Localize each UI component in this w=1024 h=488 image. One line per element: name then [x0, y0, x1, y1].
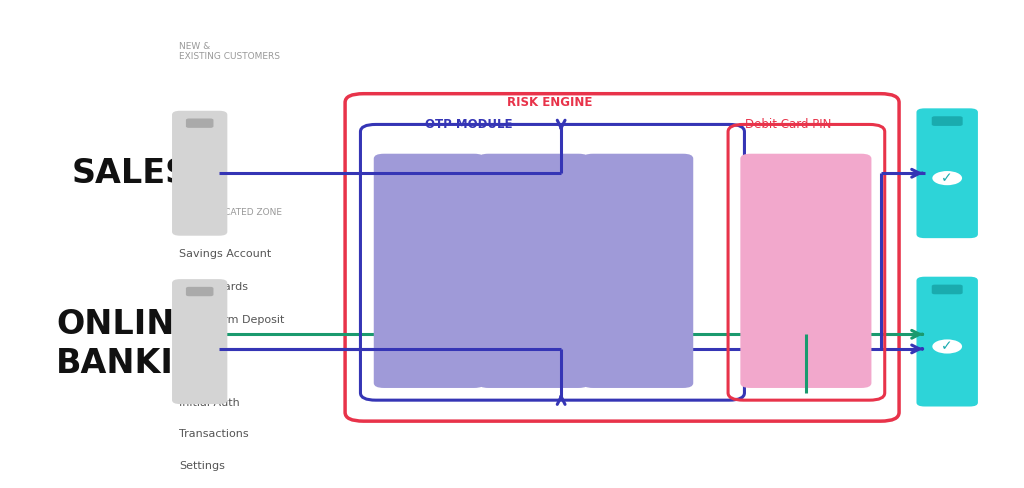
Text: NEW &
EXISTING CUSTOMERS: NEW & EXISTING CUSTOMERS [179, 41, 281, 61]
Text: RISK ENGINE: RISK ENGINE [507, 96, 592, 109]
Circle shape [932, 339, 963, 354]
FancyBboxPatch shape [916, 277, 978, 407]
FancyBboxPatch shape [932, 116, 963, 126]
FancyBboxPatch shape [186, 287, 213, 296]
Text: Retail: Retail [179, 348, 211, 358]
Text: Transactions: Transactions [179, 429, 249, 439]
Text: ONLINE
BANKING: ONLINE BANKING [56, 308, 229, 380]
FancyBboxPatch shape [916, 108, 978, 238]
FancyBboxPatch shape [478, 154, 589, 388]
Text: Fixed Term Deposit: Fixed Term Deposit [179, 315, 285, 325]
Text: Settings: Settings [179, 461, 225, 471]
Text: ✓: ✓ [941, 171, 953, 185]
FancyBboxPatch shape [172, 279, 227, 404]
FancyBboxPatch shape [172, 111, 227, 236]
Text: Credit Cards: Credit Cards [179, 282, 248, 292]
Text: SALES: SALES [72, 157, 189, 190]
Text: OTP MODULE: OTP MODULE [425, 118, 512, 131]
FancyBboxPatch shape [374, 154, 484, 388]
Text: ✓: ✓ [941, 340, 953, 353]
Text: Initial Auth: Initial Auth [179, 398, 240, 407]
Text: Savings Account: Savings Account [179, 249, 271, 259]
Circle shape [932, 171, 963, 185]
Text: AUTHENTICATED ZONE: AUTHENTICATED ZONE [179, 208, 283, 217]
Text: Debit Card PIN: Debit Card PIN [745, 118, 831, 131]
FancyBboxPatch shape [583, 154, 693, 388]
FancyBboxPatch shape [186, 119, 213, 128]
FancyBboxPatch shape [932, 285, 963, 294]
FancyBboxPatch shape [740, 154, 871, 388]
